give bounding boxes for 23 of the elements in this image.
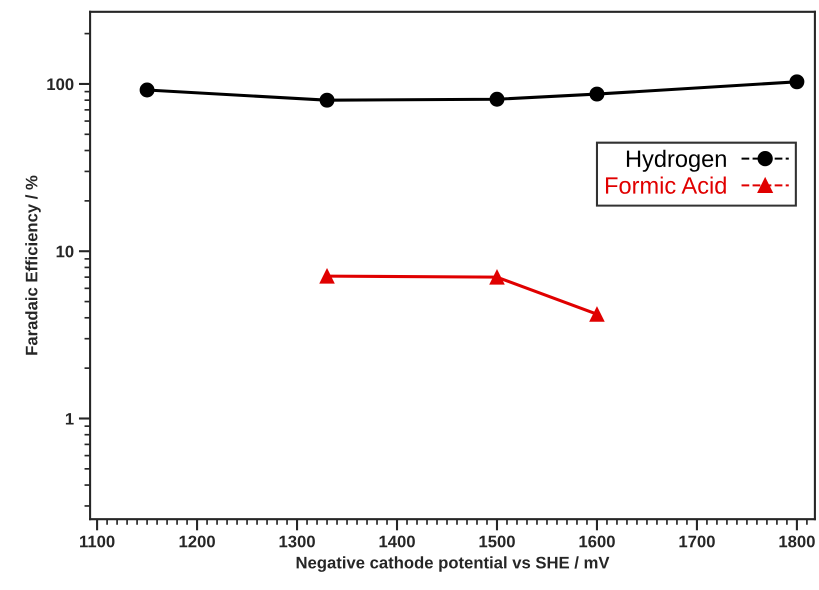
x-tick-label: 1600 xyxy=(579,536,615,548)
y-axis-title: Faradaic Efficiency / % xyxy=(25,176,41,355)
y-tick-label: 10 xyxy=(56,246,74,258)
point xyxy=(789,74,804,90)
x-tick-label: 1500 xyxy=(480,536,515,548)
x-tick-label: 1400 xyxy=(380,536,415,548)
legend-label: Hydrogen xyxy=(626,150,726,172)
point xyxy=(589,306,604,322)
x-tick-label: 1700 xyxy=(679,536,715,548)
x-tick-label: 1100 xyxy=(80,536,114,548)
y-tick-label: 100 xyxy=(47,78,74,90)
point xyxy=(490,270,504,285)
x-tick-label: 1200 xyxy=(180,536,215,548)
y-tick-label: 1 xyxy=(66,413,74,425)
point xyxy=(490,92,504,107)
x-axis-title: Negative cathode potential vs SHE / mV xyxy=(296,556,610,572)
point xyxy=(140,82,155,98)
point xyxy=(320,92,334,108)
x-tick-label: 1300 xyxy=(280,536,315,548)
legend-label: Formic Acid xyxy=(606,176,726,194)
point xyxy=(320,268,334,284)
x-tick-label: 1800 xyxy=(779,536,815,548)
point xyxy=(589,86,604,102)
